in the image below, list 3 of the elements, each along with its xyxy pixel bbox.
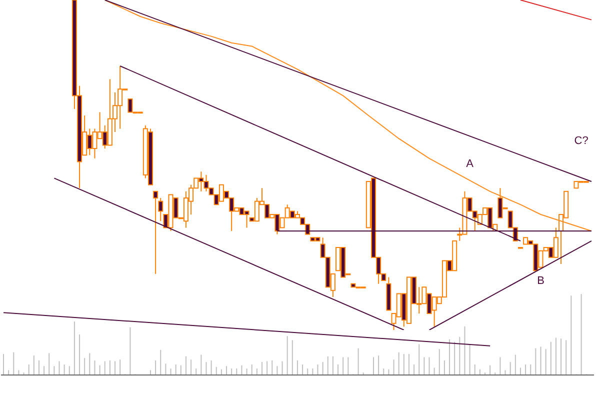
annotation: B bbox=[536, 274, 546, 288]
annotation: A bbox=[465, 157, 474, 171]
annotation: C? bbox=[573, 134, 590, 148]
